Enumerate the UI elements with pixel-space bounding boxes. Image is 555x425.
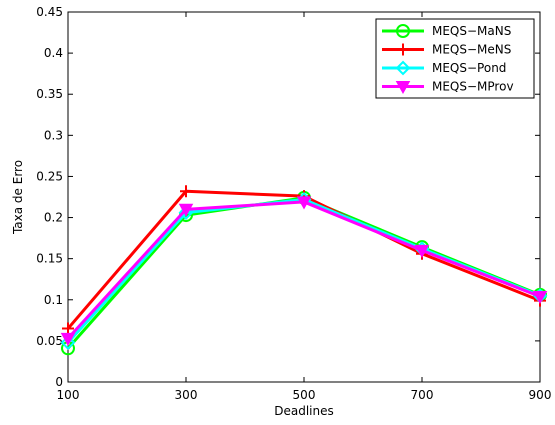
legend-label: MEQS−MProv (432, 80, 514, 94)
y-tick-label: 0.35 (36, 87, 63, 101)
y-tick-label: 0.1 (44, 293, 63, 307)
series-4 (60, 196, 548, 346)
y-tick-label: 0.4 (44, 46, 63, 60)
data-point (60, 335, 76, 350)
x-tick-label: 100 (57, 388, 80, 402)
x-tick-label: 300 (175, 388, 198, 402)
y-axis-label: Taxa de Erro (11, 160, 25, 235)
y-tick-label: 0 (55, 375, 63, 389)
legend-label: MEQS−Pond (432, 61, 506, 75)
x-tick-label: 500 (293, 388, 316, 402)
y-tick-label: 0.2 (44, 211, 63, 225)
legend-entry: MEQS−MProv (382, 80, 514, 95)
x-axis-label: Deadlines (274, 404, 334, 418)
legend-marker (395, 60, 411, 76)
data-point (62, 322, 74, 335)
legend-entry: MEQS−MaNS (382, 24, 511, 38)
data-point (296, 196, 312, 210)
legend-label: MEQS−MeNS (432, 43, 511, 57)
y-tick-label: 0.25 (36, 169, 63, 183)
series-layer (60, 185, 548, 356)
x-tick-label: 900 (529, 388, 552, 402)
y-tick-label: 0.3 (44, 128, 63, 142)
data-point (178, 205, 194, 221)
legend-marker (396, 24, 410, 38)
data-point (532, 290, 548, 305)
legend-label: MEQS−MaNS (432, 24, 511, 38)
axis-ticks: 100 300 500 700 900 0 0.05 0.1 0.15 0.2 0.25 0.3 0.3… (36, 5, 551, 402)
data-point (60, 332, 76, 346)
y-tick-label: 0.05 (36, 334, 63, 348)
legend-entry: MEQS−Pond (382, 60, 506, 76)
data-point (178, 203, 194, 217)
data-point (414, 244, 430, 258)
legend-entry: MEQS−MeNS (382, 43, 511, 57)
x-tick-label: 700 (411, 388, 434, 402)
legend: MEQS−MaNS MEQS−MeNS MEQS−Pond MEQS−MProv (375, 18, 535, 99)
data-point (180, 185, 192, 198)
y-tick-label: 0.15 (36, 252, 63, 266)
y-tick-label: 0.45 (36, 5, 63, 19)
legend-marker (397, 43, 409, 56)
legend-marker (395, 80, 411, 95)
